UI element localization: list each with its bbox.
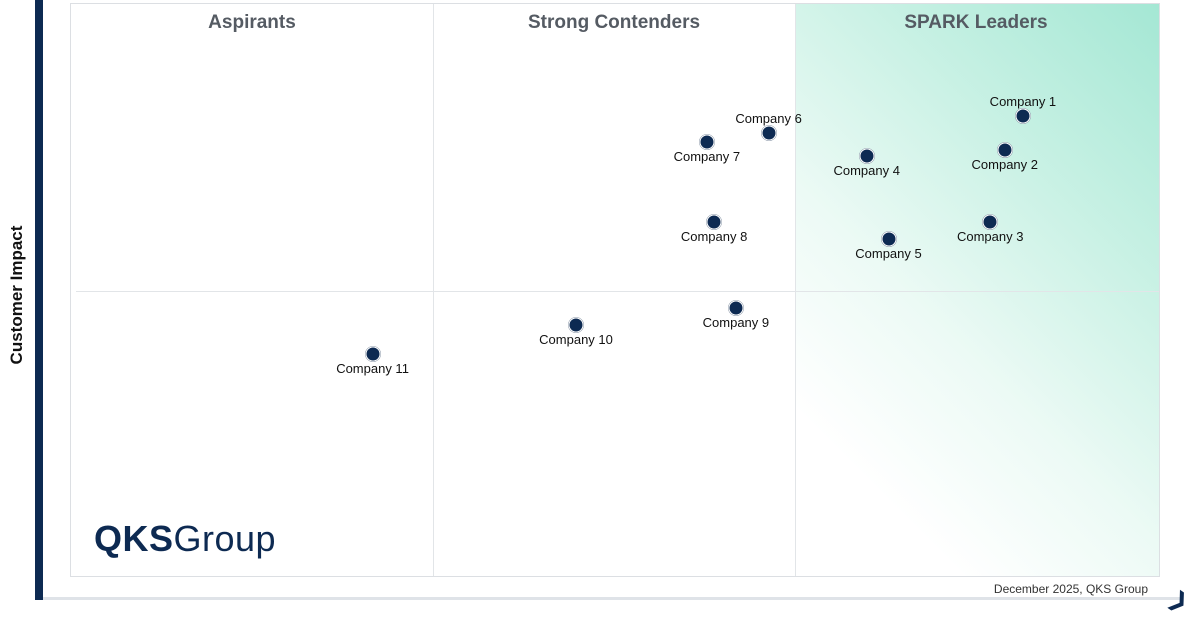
data-point-label: Company 9 xyxy=(702,315,770,331)
grid-line-horizontal xyxy=(76,291,1159,292)
data-point-label: Company 4 xyxy=(833,163,900,179)
data-point xyxy=(568,317,584,333)
data-point xyxy=(997,142,1013,158)
data-point-label: Company 8 xyxy=(680,229,748,245)
data-point xyxy=(1015,108,1031,124)
footer-note: December 2025, QKS Group xyxy=(993,582,1148,596)
data-point-label: Company 2 xyxy=(971,157,1039,173)
data-point xyxy=(859,148,875,164)
y-axis-bar xyxy=(35,0,43,600)
data-point-label: Company 11 xyxy=(336,361,409,377)
data-point xyxy=(881,231,896,247)
quadrant-title-aspirants: Aspirants xyxy=(208,12,296,33)
data-point xyxy=(761,125,777,141)
data-point-label: Company 1 xyxy=(989,93,1057,109)
grid-line-vertical xyxy=(795,4,796,576)
quadrant-title-spark-leaders: SPARK Leaders xyxy=(904,12,1048,33)
grid-line-vertical xyxy=(433,4,434,576)
data-point xyxy=(728,300,744,316)
logo-bold-text: QKS xyxy=(94,518,174,559)
data-point xyxy=(982,214,998,230)
data-point xyxy=(365,346,381,362)
quadrant-title-strong-contenders: Strong Contenders xyxy=(527,12,701,33)
x-axis-line xyxy=(43,597,1183,600)
data-point-label: Company 3 xyxy=(956,229,1024,245)
qks-group-logo: QKSGroup xyxy=(94,518,276,560)
plot-area: Aspirants Strong Contenders SPARK Leader… xyxy=(70,3,1160,577)
data-point-label: Company 10 xyxy=(539,332,613,348)
data-point-label: Company 6 xyxy=(735,111,802,127)
y-axis-label: Customer Impact xyxy=(7,225,26,365)
data-point-label: Company 5 xyxy=(855,246,922,262)
x-axis-arrow-icon: ❯ xyxy=(1164,585,1195,617)
logo-light-text: Group xyxy=(173,518,277,559)
data-point xyxy=(706,214,722,230)
data-point xyxy=(699,134,715,150)
data-point-label: Company 7 xyxy=(673,148,741,164)
leaders-highlight xyxy=(795,4,1159,576)
